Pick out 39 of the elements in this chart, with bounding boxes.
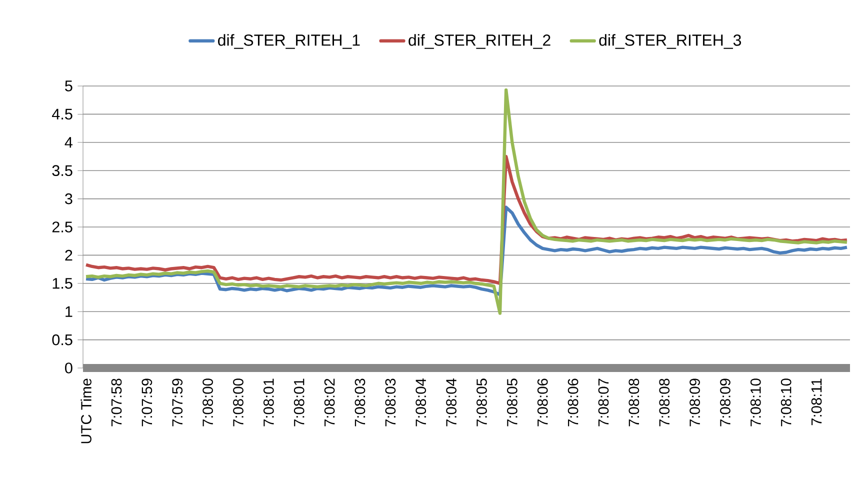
x-tick-label: 7:08:01: [294, 378, 304, 426]
x-tick-label: 7:08:05: [506, 378, 518, 426]
x-tick-label: 7:08:10: [780, 378, 792, 426]
x-tick-label: 7:08:00: [202, 378, 213, 426]
x-tick-label: 7:08:06: [537, 378, 548, 426]
x-tick-label: 7:08:03: [385, 378, 396, 426]
y-tick-label: 4: [64, 137, 73, 148]
x-tick-label: 7:08:08: [628, 378, 640, 426]
y-tick-label: 0: [65, 362, 72, 374]
x-tick-label: 7:08:06: [568, 378, 578, 426]
x-tick-label: 7:08:09: [720, 378, 730, 426]
legend-label: dif_STER_RITEH_2: [408, 34, 550, 49]
x-tick-label: 7:08:07: [598, 378, 609, 426]
x-tick-label: 7:07:59: [142, 378, 152, 426]
x-tick-label: 7:08:00: [233, 378, 244, 426]
x-tick-label: 7:08:09: [690, 378, 700, 426]
x-tick-label: 7:08:03: [354, 378, 366, 426]
x-tick-label: 7:08:02: [324, 378, 335, 426]
x-tick-label: 7:07:59: [172, 378, 183, 426]
y-tick-label: 4.5: [52, 108, 72, 120]
x-tick-label: 7:08:04: [446, 378, 456, 426]
y-tick-label: 1: [66, 306, 72, 317]
x-tick-label: 7:08:04: [416, 378, 426, 426]
y-tick-label: 3.5: [52, 165, 72, 176]
x-tick-label: 7:07:58: [111, 378, 122, 426]
legend-label: dif_STER_RITEH_1: [218, 34, 360, 49]
y-tick-label: 3: [65, 193, 72, 204]
x-tick-label: 7:08:10: [750, 378, 761, 426]
y-tick-label: 0.5: [52, 334, 72, 346]
x-tick-label: 7:08:01: [263, 378, 274, 426]
x-tick-label: UTC Time: [80, 378, 92, 444]
legend-label: dif_STER_RITEH_3: [599, 34, 742, 49]
y-tick-label: 5: [65, 80, 72, 92]
y-tick-label: 1.5: [52, 278, 72, 289]
y-tick-label: 2: [65, 250, 72, 261]
x-tick-label: 7:08:08: [659, 378, 670, 426]
x-tick-label: 7:08:11: [811, 378, 822, 426]
x-tick-label: 7:08:05: [476, 378, 487, 426]
y-tick-label: 2.5: [52, 222, 72, 232]
